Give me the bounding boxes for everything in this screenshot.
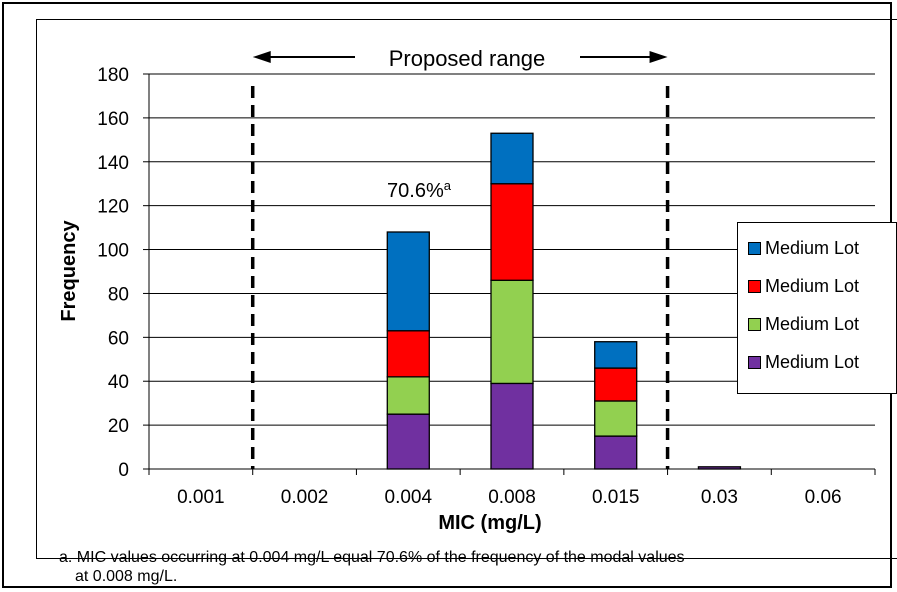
legend-item-2: Medium Lot [748, 314, 859, 334]
legend-label-0: Medium Lot [765, 237, 860, 258]
annotation-superscript: a [444, 178, 452, 193]
y-tick-label-40: 40 [108, 372, 129, 393]
x-tick-label-0.03: 0.03 [701, 487, 738, 508]
y-tick-label-120: 120 [97, 197, 129, 218]
y-tick-label-160: 160 [97, 109, 129, 130]
legend-item-1: Medium Lot [748, 276, 859, 296]
bar-0.008-series-1 [490, 279, 534, 385]
y-tick-label-20: 20 [108, 416, 129, 437]
legend-label-1: Medium Lot [765, 275, 860, 296]
bar-0.004-series-0 [386, 413, 430, 470]
bar-0.015-series-1 [594, 400, 638, 437]
legend-swatch-3 [748, 355, 761, 369]
legend-swatch-1 [748, 279, 761, 293]
legend-swatch-0 [748, 241, 761, 255]
axes: 0 20 40 60 80 100 120 140 160 180 0.001 0.002 0.004 0… [97, 65, 876, 508]
y-axis-title: Frequency [58, 220, 80, 322]
y-tick-label-0: 0 [118, 460, 129, 481]
x-tick-label-0.002: 0.002 [281, 487, 329, 508]
bar-0.004-series-1 [386, 376, 430, 415]
x-tick-label-0.008: 0.008 [488, 487, 536, 508]
y-tick-label-100: 100 [97, 241, 129, 262]
proposed-range-label: Proposed range [389, 46, 546, 71]
annotation-70-6: 70.6%a [387, 178, 452, 202]
y-tick-label-140: 140 [97, 153, 129, 174]
x-tick-label-0.015: 0.015 [592, 487, 640, 508]
annotation-value: 70.6% [387, 180, 444, 202]
bar-0.008-series-2 [490, 183, 534, 281]
range-arrow-right-head [649, 51, 668, 63]
range-arrow-left-head [252, 51, 271, 63]
bars [386, 132, 742, 470]
bar-0.015-series-2 [594, 367, 638, 402]
legend-label-3: Medium Lot [765, 351, 860, 372]
bar-0.004-series-3 [386, 231, 430, 332]
legend-item-0: Medium Lot [748, 238, 859, 258]
x-axis-title: MIC (mg/L) [438, 512, 541, 534]
bar-0.004-series-2 [386, 330, 430, 378]
x-tick-label-0.06: 0.06 [805, 487, 842, 508]
y-tick-label-180: 180 [97, 65, 129, 86]
bar-0.015-series-0 [594, 435, 638, 470]
proposed-range [250, 51, 670, 469]
y-tick-label-60: 60 [108, 328, 129, 349]
bar-0.015-series-3 [594, 341, 638, 369]
y-tick-label-80: 80 [108, 284, 129, 305]
footnote-line-1: a. MIC values occurring at 0.004 mg/L eq… [59, 549, 685, 566]
bar-0.03-series-0 [697, 466, 742, 470]
bar-0.008-series-3 [490, 132, 534, 185]
legend-item-3: Medium Lot [748, 352, 859, 372]
legend-label-2: Medium Lot [765, 313, 860, 334]
x-tick-label-0.004: 0.004 [385, 487, 433, 508]
footnote: a. MIC values occurring at 0.004 mg/L eq… [59, 548, 895, 586]
bar-0.008-series-0 [490, 382, 534, 470]
legend-swatch-2 [748, 317, 761, 331]
chart-frame [36, 19, 897, 559]
legend: Medium Lot Medium Lot Medium Lot Medium Lot [737, 222, 897, 394]
footnote-line-2: at 0.008 mg/L. [75, 568, 178, 585]
x-tick-label-0.001: 0.001 [177, 487, 225, 508]
